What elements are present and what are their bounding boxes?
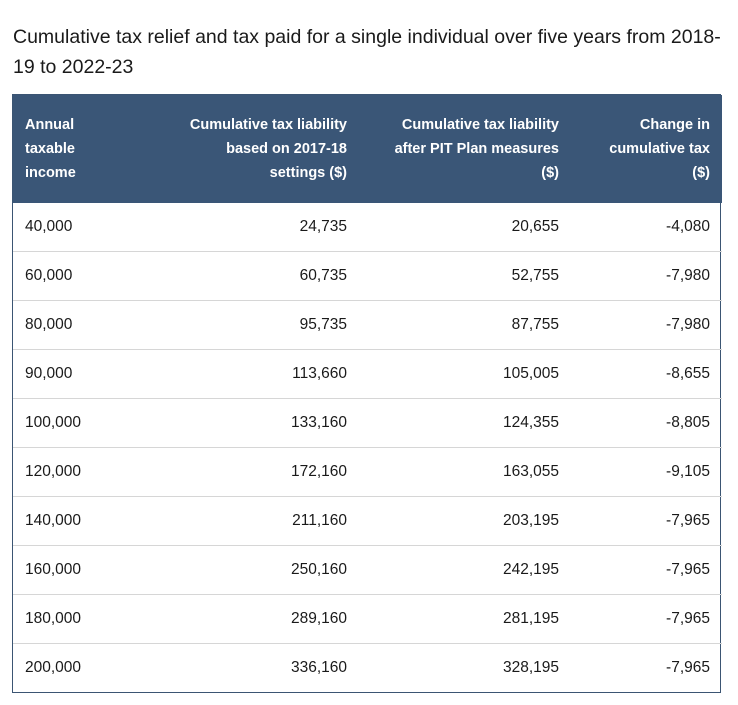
cell-liability-new: 281,195 — [359, 594, 571, 644]
cell-income: 90,000 — [13, 349, 143, 399]
cell-liability-new: 124,355 — [359, 398, 571, 448]
cell-liability-new: 105,005 — [359, 349, 571, 399]
cell-income: 160,000 — [13, 545, 143, 595]
header-liability-pit-plan: Cumulative tax liability after PIT Plan … — [359, 95, 571, 203]
table-row: 60,000 60,735 52,755 -7,980 — [13, 251, 722, 301]
cell-liability-old: 172,160 — [143, 447, 359, 497]
cell-income: 100,000 — [13, 398, 143, 448]
cell-liability-old: 133,160 — [143, 398, 359, 448]
cell-liability-new: 52,755 — [359, 251, 571, 301]
cell-income: 200,000 — [25, 659, 82, 676]
cell-liability-old: 95,735 — [143, 300, 359, 350]
header-line: Cumulative tax liability — [189, 117, 347, 133]
cell-liability-new: 87,755 — [359, 300, 571, 350]
cell-change: -9,105 — [571, 447, 722, 497]
cell-change: -7,965 — [571, 594, 722, 644]
header-line: income — [25, 165, 76, 181]
table-row: 80,000 95,735 87,755 -7,980 — [13, 300, 722, 350]
header-line: after PIT Plan measures — [394, 141, 559, 157]
cell-income: 60,000 — [13, 251, 143, 301]
cell-change: -8,805 — [571, 398, 722, 448]
cell-liability-new: 20,655 — [359, 203, 571, 252]
cell-change: -8,655 — [571, 349, 722, 399]
header-line: based on 2017-18 — [226, 141, 347, 157]
cell-liability-new: 203,195 — [359, 496, 571, 546]
cell-liability-new: 242,195 — [359, 545, 571, 595]
tax-table-grid: Annual taxable income Cumulative tax lia… — [13, 95, 722, 692]
cell-liability-old: 336,160 — [290, 659, 347, 676]
cell-liability-new: 163,055 — [359, 447, 571, 497]
header-line: settings ($) — [269, 165, 347, 181]
cell-change: -7,980 — [571, 251, 722, 301]
header-annual-taxable-income: Annual taxable income — [13, 95, 143, 203]
cell-income: 120,000 — [13, 447, 143, 497]
cell-liability-old: 24,735 — [143, 203, 359, 252]
cell-liability-old: 289,160 — [143, 594, 359, 644]
header-row: Annual taxable income Cumulative tax lia… — [13, 95, 722, 203]
cell-liability-old: 250,160 — [143, 545, 359, 595]
header-line: Change in — [639, 117, 710, 133]
header-line: ($) — [541, 165, 559, 181]
header-liability-2017-18: Cumulative tax liability based on 2017-1… — [143, 95, 359, 203]
header-line: cumulative tax — [609, 141, 710, 157]
cell-income: 140,000 — [13, 496, 143, 546]
cell-change: -4,080 — [571, 203, 722, 252]
cell-change: -7,965 — [571, 545, 722, 595]
table-row: 120,000 172,160 163,055 -9,105 — [13, 447, 722, 497]
cell-change: -7,965 — [571, 496, 722, 546]
table-header: Annual taxable income Cumulative tax lia… — [13, 95, 722, 203]
header-line: taxable — [25, 141, 75, 157]
header-line: ($) — [692, 165, 710, 181]
header-line: Cumulative tax liability — [401, 117, 559, 133]
cell-liability-old: 211,160 — [143, 496, 359, 546]
cell-change: -7,965 — [666, 659, 710, 676]
cell-income: 180,000 — [13, 594, 143, 644]
table-row: 200,000 336,160 328,195 -7,965 — [13, 644, 722, 693]
cell-income: 40,000 — [13, 203, 143, 252]
table-row: 100,000 133,160 124,355 -8,805 — [13, 398, 722, 448]
cell-liability-new: 328,195 — [502, 659, 559, 676]
cell-liability-old: 113,660 — [143, 349, 359, 399]
cell-liability-old: 60,735 — [143, 251, 359, 301]
cell-change: -7,980 — [571, 300, 722, 350]
header-change-cumulative-tax: Change in cumulative tax ($) — [571, 95, 722, 203]
header-line: Annual — [25, 117, 75, 133]
table-caption: Cumulative tax relief and tax paid for a… — [13, 26, 721, 78]
table-row: 180,000 289,160 281,195 -7,965 — [13, 594, 722, 644]
table-body: 40,000 24,735 20,655 -4,080 60,000 60,73… — [13, 203, 722, 692]
table-row: 90,000 113,660 105,005 -8,655 — [13, 349, 722, 399]
cell-income: 80,000 — [13, 300, 143, 350]
table-row: 160,000 250,160 242,195 -7,965 — [13, 545, 722, 595]
table-row: 140,000 211,160 203,195 -7,965 — [13, 496, 722, 546]
table-row: 40,000 24,735 20,655 -4,080 — [13, 203, 722, 252]
tax-table: Annual taxable income Cumulative tax lia… — [12, 94, 722, 693]
